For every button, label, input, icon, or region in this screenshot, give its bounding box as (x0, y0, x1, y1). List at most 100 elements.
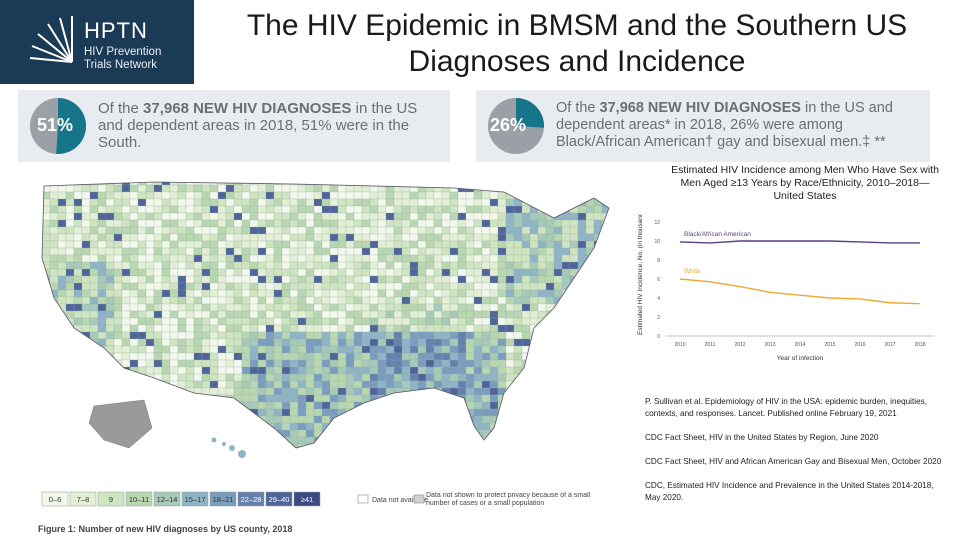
county-cell (433, 380, 443, 389)
county-cell (385, 352, 395, 361)
county-cell (521, 184, 531, 193)
county-cell (217, 373, 227, 382)
county-cell (410, 451, 418, 458)
county-cell (521, 191, 531, 200)
county-cell (601, 338, 609, 347)
county-cell (193, 198, 203, 207)
county-cell (561, 345, 571, 354)
county-cell (377, 373, 387, 382)
county-cell (185, 443, 195, 448)
title-box: The HIV Epidemic in BMSM and the Souther… (194, 0, 960, 84)
county-cell (193, 182, 203, 186)
county-cell (42, 401, 51, 410)
county-cell (49, 387, 59, 396)
county-cell (177, 310, 187, 319)
county-cell (529, 387, 539, 396)
county-cell (577, 303, 587, 312)
county-cell (401, 303, 411, 312)
county-cell (433, 331, 443, 340)
county-cell (353, 191, 363, 200)
county-cell (489, 422, 499, 431)
county-cell (593, 268, 603, 277)
county-cell (577, 240, 587, 249)
county-cell (297, 324, 307, 333)
county-cell (593, 443, 603, 448)
county-cell (73, 282, 83, 291)
county-cell (569, 387, 579, 396)
county-cell (329, 331, 339, 340)
county-cell (345, 317, 355, 326)
county-cell (257, 394, 267, 403)
county-cell (433, 182, 443, 186)
county-cell (193, 219, 203, 228)
county-cell (385, 324, 395, 333)
county-cell (401, 219, 411, 228)
county-cell (113, 182, 123, 186)
us-outline (41, 181, 610, 449)
county-cell (377, 212, 387, 221)
county-cell (401, 184, 411, 193)
y-tick-label: 2 (657, 315, 660, 321)
county-cell (553, 436, 563, 445)
county-cell (305, 233, 315, 242)
county-cell (225, 268, 235, 277)
county-cell (401, 296, 411, 305)
county-cell (369, 233, 379, 242)
county-cell (257, 289, 267, 298)
county-cell (465, 182, 475, 186)
county-cell (610, 262, 616, 269)
county-cell (65, 380, 75, 389)
county-cell (81, 289, 91, 298)
county-cell (249, 275, 259, 284)
county-cell (185, 338, 195, 347)
county-cell (561, 268, 571, 277)
county-cell (273, 240, 283, 249)
county-cell (569, 191, 579, 200)
county-cell (129, 184, 139, 193)
county-cell (225, 408, 235, 417)
county-cell (417, 182, 427, 186)
county-cell (433, 366, 443, 375)
county-cell (401, 205, 411, 214)
county-cell (337, 310, 347, 319)
county-cell (42, 380, 51, 389)
county-cell (65, 268, 75, 277)
county-cell (329, 303, 339, 312)
county-cell (42, 240, 51, 249)
county-cell (561, 317, 571, 326)
county-cell (521, 212, 531, 221)
county-cell (417, 205, 427, 214)
reference-1: P. Sullivan et al. Epidemiology of HIV i… (645, 397, 928, 418)
county-cell (537, 240, 547, 249)
county-cell (601, 429, 609, 438)
county-cell (57, 422, 67, 431)
county-cell (281, 317, 291, 326)
county-cell (474, 451, 482, 458)
county-cell (121, 191, 131, 200)
county-cell (593, 422, 603, 431)
county-cell (369, 373, 379, 382)
county-cell (145, 310, 155, 319)
county-cell (129, 254, 139, 263)
county-cell (401, 324, 411, 333)
county-cell (42, 317, 43, 326)
county-cell (241, 240, 251, 249)
county-cell (177, 233, 187, 242)
county-cell (218, 451, 226, 458)
county-cell (337, 205, 347, 214)
x-tick-label: 2010 (674, 342, 685, 348)
county-cell (369, 310, 379, 319)
county-cell (249, 422, 259, 431)
county-cell (185, 310, 195, 319)
county-cell (473, 331, 483, 340)
county-cell (73, 338, 83, 347)
county-cell (529, 261, 539, 270)
county-cell (545, 394, 555, 403)
county-cell (105, 338, 115, 347)
county-cell (249, 268, 259, 277)
county-cell (377, 191, 387, 200)
county-cell (322, 451, 330, 458)
county-cell (98, 451, 106, 458)
county-cell (145, 338, 155, 347)
county-cell (209, 408, 219, 417)
